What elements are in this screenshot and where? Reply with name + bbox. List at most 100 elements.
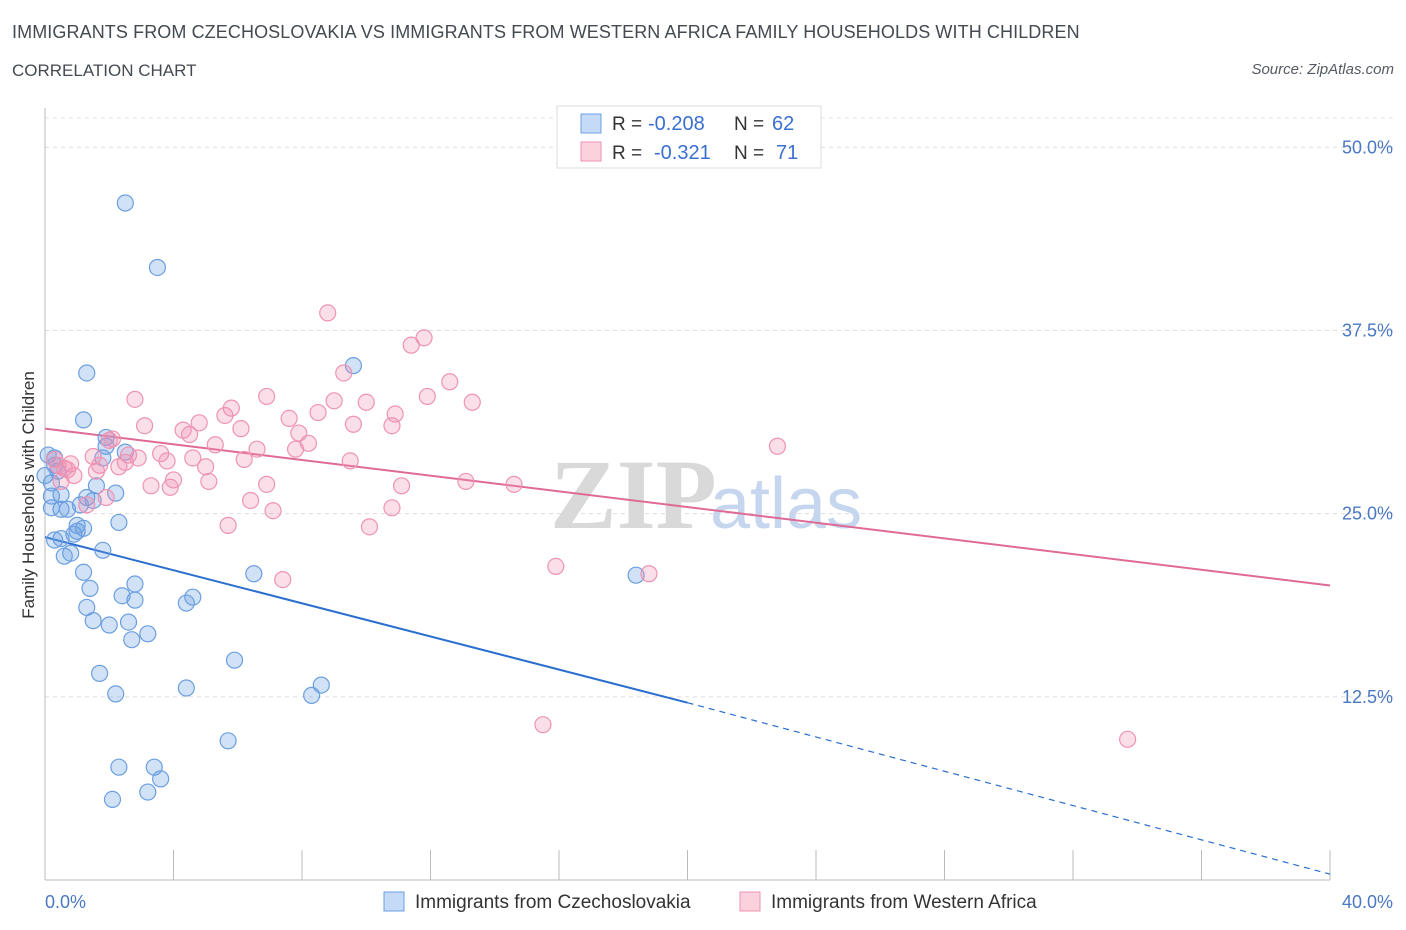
point-czechoslovakia bbox=[184, 588, 202, 606]
point-western-africa bbox=[110, 458, 128, 476]
chart-source: Source: ZipAtlas.com bbox=[1251, 61, 1394, 78]
point-western-africa bbox=[640, 565, 658, 583]
point-czechoslovakia bbox=[119, 613, 138, 631]
point-czechoslovakia bbox=[177, 594, 195, 612]
point-western-africa bbox=[415, 329, 433, 347]
point-western-africa bbox=[126, 390, 144, 408]
axes bbox=[44, 108, 1331, 881]
bottom-legend: Immigrants from Czechoslovakia Immigrant… bbox=[383, 891, 1037, 913]
point-western-africa bbox=[360, 518, 379, 536]
point-czechoslovakia bbox=[139, 783, 157, 801]
legend-r-value-2: -0.321 bbox=[654, 142, 711, 164]
watermark-atlas: atlas bbox=[710, 464, 862, 544]
point-western-africa bbox=[180, 425, 199, 444]
point-czechoslovakia bbox=[100, 616, 118, 634]
point-western-africa bbox=[286, 440, 305, 458]
y-axis-title: Family Households with Children bbox=[19, 371, 38, 619]
legend-n-value-2: 71 bbox=[776, 142, 798, 164]
point-western-africa bbox=[84, 447, 102, 466]
point-czechoslovakia bbox=[126, 575, 144, 593]
legend-box: R = -0.208 N = 62 R = -0.321 N = 71 bbox=[556, 105, 822, 169]
point-western-africa bbox=[344, 415, 362, 433]
point-czechoslovakia bbox=[46, 531, 64, 549]
point-czechoslovakia bbox=[68, 522, 86, 540]
point-western-africa bbox=[258, 387, 276, 406]
chart-title: IMMIGRANTS FROM CZECHOSLOVAKIA VS IMMIGR… bbox=[12, 22, 1080, 42]
point-czechoslovakia bbox=[97, 428, 115, 447]
point-czechoslovakia bbox=[94, 541, 112, 559]
legend-n-value-1: 62 bbox=[772, 113, 794, 135]
point-western-africa bbox=[190, 414, 208, 432]
point-western-africa bbox=[158, 452, 176, 470]
legend-n-label-1: N = bbox=[734, 114, 764, 135]
point-western-africa bbox=[235, 450, 253, 469]
bottom-legend-swatch-czechoslovakia bbox=[383, 891, 405, 912]
point-czechoslovakia bbox=[65, 525, 83, 543]
point-western-africa bbox=[248, 440, 266, 458]
point-western-africa bbox=[309, 403, 327, 422]
point-czechoslovakia bbox=[58, 500, 77, 518]
legend-r-label-1: R = bbox=[612, 114, 642, 135]
point-western-africa bbox=[280, 409, 298, 428]
point-western-africa bbox=[197, 458, 215, 476]
point-western-africa bbox=[392, 477, 411, 495]
point-western-africa bbox=[341, 452, 359, 470]
point-czechoslovakia bbox=[74, 411, 93, 429]
point-western-africa bbox=[142, 477, 160, 495]
y-tick-label: 12.5% bbox=[1342, 687, 1393, 707]
point-czechoslovakia bbox=[52, 529, 70, 548]
point-western-africa bbox=[274, 570, 292, 589]
point-western-africa bbox=[402, 336, 420, 354]
point-czechoslovakia bbox=[219, 732, 237, 750]
point-western-africa bbox=[87, 462, 106, 480]
point-czechoslovakia bbox=[116, 194, 134, 212]
point-western-africa bbox=[264, 502, 282, 520]
trend-line-czechoslovakia-extension bbox=[687, 702, 1331, 875]
point-czechoslovakia bbox=[148, 258, 167, 277]
point-czechoslovakia bbox=[245, 565, 263, 583]
point-western-africa bbox=[58, 461, 77, 479]
point-czechoslovakia bbox=[107, 484, 125, 502]
point-czechoslovakia bbox=[68, 516, 86, 534]
point-western-africa bbox=[184, 449, 202, 467]
point-czechoslovakia bbox=[91, 664, 109, 682]
point-western-africa bbox=[319, 304, 337, 322]
legend-n-label-2: N = bbox=[734, 143, 764, 164]
point-czechoslovakia bbox=[42, 487, 61, 505]
point-western-africa bbox=[161, 478, 179, 496]
point-western-africa bbox=[547, 557, 565, 576]
bottom-legend-swatch-western-africa bbox=[739, 891, 761, 912]
point-western-africa bbox=[129, 449, 147, 467]
point-western-africa bbox=[457, 472, 475, 491]
point-czechoslovakia bbox=[177, 679, 195, 697]
bottom-legend-label-czechoslovakia: Immigrants from Czechoslovakia bbox=[415, 892, 691, 913]
chart-subtitle: CORRELATION CHART bbox=[12, 61, 197, 80]
y-tick-labels: 12.5% 25.0% 37.5% 50.0% bbox=[1342, 137, 1393, 707]
point-czechoslovakia bbox=[78, 364, 96, 382]
point-western-africa bbox=[206, 436, 224, 454]
trend-lines bbox=[44, 427, 1331, 875]
point-western-africa bbox=[97, 488, 115, 507]
x-tick-label-right: 40.0% bbox=[1342, 892, 1393, 912]
y-tick-label: 50.0% bbox=[1342, 137, 1393, 157]
point-czechoslovakia bbox=[81, 579, 99, 597]
point-czechoslovakia bbox=[152, 770, 170, 788]
point-western-africa bbox=[1119, 730, 1137, 748]
point-czechoslovakia bbox=[123, 631, 141, 649]
point-western-africa bbox=[505, 475, 523, 493]
point-western-africa bbox=[219, 516, 237, 534]
legend-swatch-western-africa bbox=[580, 141, 602, 162]
point-western-africa bbox=[232, 420, 250, 438]
point-czechoslovakia bbox=[84, 612, 102, 630]
point-western-africa bbox=[100, 431, 118, 449]
point-czechoslovakia bbox=[62, 544, 80, 562]
data-points bbox=[36, 194, 1137, 809]
point-western-africa bbox=[463, 393, 481, 411]
point-czechoslovakia bbox=[126, 591, 144, 609]
point-western-africa bbox=[418, 387, 436, 406]
watermark: ZIP atlas bbox=[550, 439, 862, 550]
point-czechoslovakia bbox=[87, 477, 106, 495]
legend-r-label-2: R = bbox=[612, 143, 642, 164]
trend-line-czechoslovakia bbox=[44, 536, 688, 704]
